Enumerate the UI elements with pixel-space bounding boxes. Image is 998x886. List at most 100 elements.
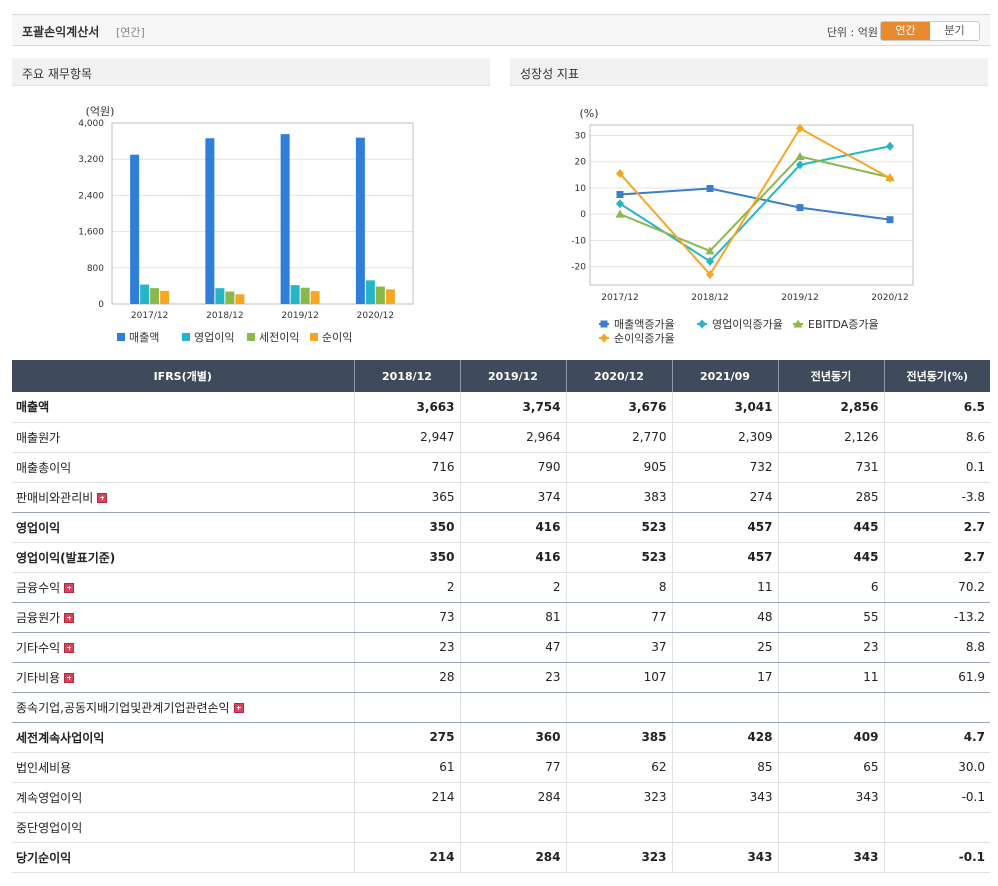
table-row: 금융원가 73 81 77 48 55 -13.2 bbox=[12, 602, 990, 633]
row-label-cell: 기타수익 bbox=[12, 632, 355, 663]
table-row: 당기순이익 214 284 323 343 343 -0.1 bbox=[12, 842, 990, 873]
annual-tab[interactable]: 연간 bbox=[881, 22, 930, 40]
table-cell: 905 bbox=[566, 452, 673, 483]
x-tick-label: 2019/12 bbox=[781, 293, 818, 303]
expand-plus-icon[interactable] bbox=[64, 612, 75, 623]
table-cell bbox=[354, 812, 461, 843]
legend-marker bbox=[600, 333, 608, 343]
table-cell: 3,754 bbox=[460, 392, 567, 423]
legend-label: 영업이익 bbox=[194, 331, 234, 344]
bar bbox=[375, 286, 385, 304]
series-line bbox=[619, 187, 891, 221]
table-cell: 323 bbox=[566, 782, 673, 813]
table-cell bbox=[672, 692, 779, 723]
data-point bbox=[796, 204, 804, 212]
row-label: 매출원가 bbox=[16, 430, 61, 445]
table-row: 중단영업이익 bbox=[12, 812, 990, 843]
table-cell bbox=[460, 812, 567, 843]
legend-marker bbox=[698, 319, 706, 329]
legend-swatch bbox=[247, 333, 255, 341]
financial-items-bar-chart: (억원) 0 800 1,600 2,400 3,200 4,000 2017/12 2018/… bbox=[78, 105, 414, 344]
table-cell: 274 bbox=[672, 482, 779, 513]
table-cell: 383 bbox=[566, 482, 673, 513]
row-label: 매출총이익 bbox=[16, 460, 72, 475]
table-cell: -3.8 bbox=[884, 482, 990, 513]
table-cell: 360 bbox=[460, 722, 567, 753]
row-label-cell: 금융수익 bbox=[12, 572, 355, 603]
column-header-period: 2020/12 bbox=[566, 360, 673, 392]
bar bbox=[300, 287, 310, 304]
y-tick-label: 800 bbox=[87, 264, 104, 274]
y-tick-label: 4,000 bbox=[78, 119, 104, 129]
expand-plus-icon[interactable] bbox=[64, 672, 75, 683]
statement-title: 포괄손익계산서 bbox=[22, 25, 100, 39]
table-cell: 428 bbox=[672, 722, 779, 753]
table-cell: 8.6 bbox=[884, 422, 990, 453]
table-cell: 385 bbox=[566, 722, 673, 753]
y-tick-label: 3,200 bbox=[78, 155, 104, 165]
table-cell: 523 bbox=[566, 512, 673, 543]
row-label: 종속기업,공동지배기업및관계기업관련손익 bbox=[16, 700, 230, 715]
bar bbox=[235, 294, 245, 304]
table-row: 영업이익 350 416 523 457 445 2.7 bbox=[12, 512, 990, 543]
data-point bbox=[795, 151, 805, 160]
legend-label: EBITDA증가율 bbox=[808, 318, 879, 331]
table-cell: 30.0 bbox=[884, 752, 990, 783]
table-cell bbox=[566, 692, 673, 723]
table-cell bbox=[778, 692, 885, 723]
table-cell: 2 bbox=[460, 572, 567, 603]
table-cell: -0.1 bbox=[884, 782, 990, 813]
expand-plus-icon[interactable] bbox=[64, 642, 75, 653]
column-header-period: 2019/12 bbox=[460, 360, 567, 392]
table-cell: 2.7 bbox=[884, 542, 990, 573]
row-label: 기타비용 bbox=[16, 670, 61, 685]
row-label-cell: 매출총이익 bbox=[12, 452, 355, 483]
legend-swatch bbox=[310, 333, 318, 341]
table-cell: 343 bbox=[672, 782, 779, 813]
row-label: 금융원가 bbox=[16, 610, 61, 625]
table-cell: 343 bbox=[778, 842, 885, 873]
data-point bbox=[616, 199, 624, 209]
table-cell: 409 bbox=[778, 722, 885, 753]
table-cell: 17 bbox=[672, 662, 779, 693]
table-cell: 2.7 bbox=[884, 512, 990, 543]
expand-plus-icon[interactable] bbox=[97, 492, 108, 503]
row-label: 영업이익 bbox=[16, 520, 61, 535]
row-label-cell: 영업이익(발표기준) bbox=[12, 542, 355, 573]
data-point bbox=[615, 209, 625, 218]
table-cell: 65 bbox=[778, 752, 885, 783]
table-cell: 323 bbox=[566, 842, 673, 873]
period-tag: [연간] bbox=[116, 26, 145, 39]
plot-frame bbox=[589, 124, 914, 286]
table-cell: 275 bbox=[354, 722, 461, 753]
quarterly-tab[interactable]: 분기 bbox=[930, 22, 979, 40]
table-cell: 28 bbox=[354, 662, 461, 693]
y-axis-unit-label: (억원) bbox=[86, 105, 115, 118]
legend-marker bbox=[600, 320, 608, 328]
table-cell: 11 bbox=[672, 572, 779, 603]
data-point bbox=[706, 270, 714, 280]
row-label: 판매비와관리비 bbox=[16, 490, 94, 505]
expand-plus-icon[interactable] bbox=[64, 582, 75, 593]
table-cell: 37 bbox=[566, 632, 673, 663]
bar bbox=[150, 288, 160, 304]
line-panel-header: 성장성 지표 bbox=[510, 58, 988, 86]
bar bbox=[140, 284, 150, 304]
table-row: 기타수익 23 47 37 25 23 8.8 bbox=[12, 632, 990, 663]
series-line bbox=[619, 127, 891, 277]
table-cell: 416 bbox=[460, 512, 567, 543]
data-point bbox=[796, 160, 804, 170]
table-cell: 2 bbox=[354, 572, 461, 603]
bar bbox=[225, 291, 235, 304]
bar bbox=[385, 289, 395, 304]
table-cell: 416 bbox=[460, 542, 567, 573]
row-label: 중단영업이익 bbox=[16, 820, 83, 835]
expand-plus-icon[interactable] bbox=[233, 702, 244, 713]
data-point bbox=[706, 256, 714, 266]
data-point bbox=[616, 169, 624, 179]
data-point bbox=[705, 246, 715, 255]
row-label: 세전계속사업이익 bbox=[16, 730, 105, 745]
y-tick-label: 30 bbox=[575, 131, 587, 141]
line-panel-title: 성장성 지표 bbox=[520, 67, 580, 81]
legend-label: 세전이익 bbox=[259, 331, 299, 344]
